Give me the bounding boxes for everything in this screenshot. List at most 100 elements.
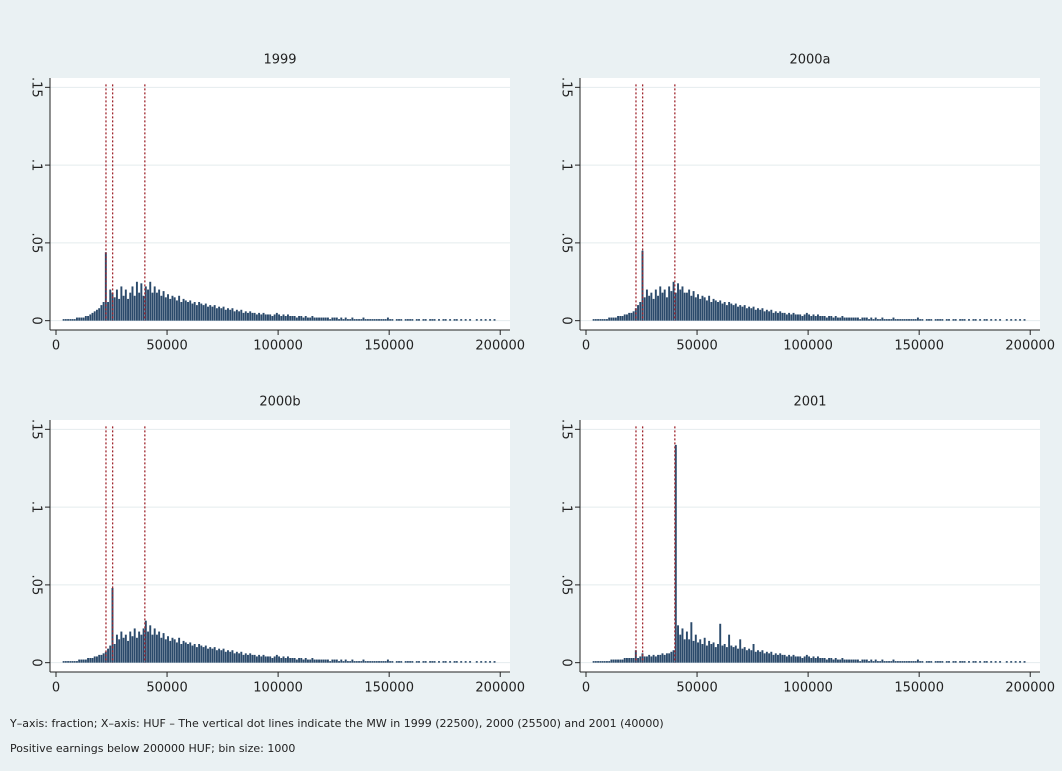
bar (115, 634, 118, 663)
bar (291, 658, 294, 663)
x-tick-label: 50000 (676, 681, 717, 696)
bar (113, 644, 116, 663)
bar (386, 659, 389, 663)
bar (963, 661, 966, 663)
bar (810, 658, 813, 663)
bar (888, 661, 890, 663)
bar (107, 648, 110, 663)
bar (233, 311, 236, 321)
bar (247, 312, 249, 321)
bar (344, 317, 347, 321)
bar (264, 314, 267, 321)
bar (364, 661, 367, 663)
bar (792, 654, 795, 663)
bar (244, 311, 247, 321)
bar (961, 319, 964, 321)
bar (765, 309, 768, 321)
bar (218, 648, 221, 663)
bar (395, 661, 398, 663)
bar (249, 311, 252, 321)
bar (1005, 319, 1008, 321)
bar (302, 317, 305, 321)
bar (723, 644, 726, 663)
bar (812, 314, 815, 321)
bar (475, 319, 478, 321)
bar (605, 661, 608, 663)
bar (464, 661, 467, 663)
bar (821, 658, 824, 663)
bar (182, 640, 185, 663)
bar (89, 314, 92, 321)
bar (939, 319, 942, 321)
bar (836, 317, 839, 321)
bar (242, 312, 245, 321)
bar (444, 319, 447, 321)
bar (67, 661, 70, 663)
bar (326, 659, 329, 663)
bar (329, 319, 332, 321)
bar (850, 317, 853, 321)
bar (429, 661, 432, 663)
bar (841, 316, 844, 321)
bar (808, 314, 811, 321)
bar (723, 302, 726, 321)
bar (990, 661, 993, 663)
bar (240, 651, 243, 663)
bar (934, 661, 937, 663)
bar (939, 661, 942, 663)
bar (623, 658, 626, 663)
bar (144, 286, 147, 321)
bar (908, 319, 910, 321)
bar (333, 317, 336, 321)
bar (444, 661, 447, 663)
bar (876, 661, 879, 663)
bar (737, 648, 739, 663)
bar (438, 319, 440, 321)
x-tick-label: 100000 (783, 339, 833, 354)
bar (215, 308, 218, 321)
bar (841, 658, 844, 663)
bar (127, 298, 129, 321)
bar (255, 656, 258, 663)
bar (801, 658, 804, 663)
bar (360, 319, 363, 321)
bar (710, 644, 713, 663)
bar (861, 317, 864, 321)
bar (1019, 661, 1022, 663)
bar (98, 308, 101, 321)
bar (313, 317, 316, 321)
bar (737, 306, 739, 321)
bar (861, 659, 864, 663)
bar (901, 661, 904, 663)
bar (734, 645, 737, 663)
bar (298, 316, 301, 321)
bar (683, 639, 686, 663)
bar (785, 656, 788, 663)
bar (300, 316, 303, 321)
bar (131, 636, 134, 663)
bar (418, 319, 420, 321)
bar (175, 642, 178, 663)
bar (147, 631, 149, 663)
y-tick-label: .05 (559, 575, 574, 596)
bar (173, 639, 176, 663)
bar (353, 661, 356, 663)
bar (668, 286, 671, 321)
bar (391, 319, 394, 321)
bar (267, 656, 269, 663)
bar (222, 648, 225, 663)
x-tick-label: 200000 (475, 681, 525, 696)
bar (418, 661, 420, 663)
bar (730, 645, 733, 663)
bar (289, 658, 292, 663)
bar (82, 317, 85, 321)
bar (954, 661, 957, 663)
bar (734, 303, 737, 321)
bar (603, 319, 606, 321)
bar (389, 661, 392, 663)
bar (750, 308, 753, 321)
bar (630, 312, 633, 321)
bar (919, 319, 922, 321)
bar (369, 319, 372, 321)
bar (224, 309, 227, 321)
